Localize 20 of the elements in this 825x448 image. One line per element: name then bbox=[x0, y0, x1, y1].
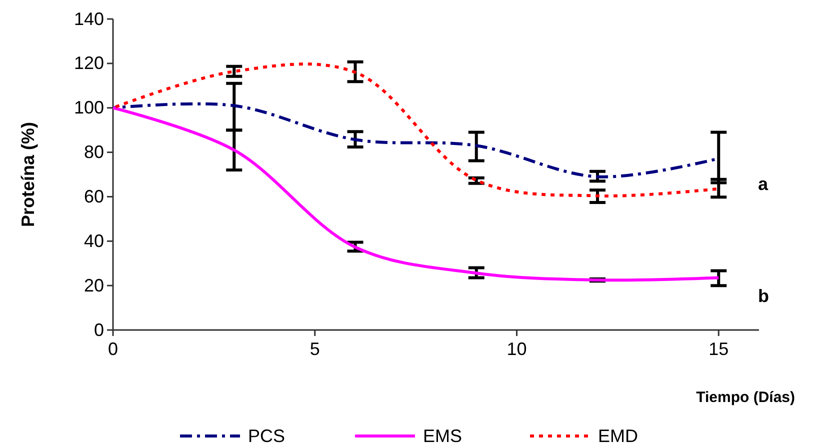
x-tick-label: 15 bbox=[708, 339, 729, 360]
x-tick-label: 0 bbox=[108, 339, 118, 360]
x-tick-label: 10 bbox=[506, 339, 527, 360]
legend-label: EMD bbox=[598, 426, 638, 446]
y-tick-label: 100 bbox=[74, 98, 104, 118]
line-series bbox=[112, 106, 720, 282]
annotation: b bbox=[758, 286, 769, 306]
x-axis-title: Tiempo (Días) bbox=[696, 389, 796, 406]
y-tick-label: 0 bbox=[94, 320, 104, 340]
annotation: a bbox=[758, 174, 769, 194]
y-axis-title: Proteína (%) bbox=[18, 122, 38, 228]
y-tick-label: 80 bbox=[84, 142, 104, 162]
legend-label: PCS bbox=[248, 426, 286, 446]
x-tick-label: 5 bbox=[310, 339, 320, 360]
legend-label: EMS bbox=[423, 426, 462, 446]
y-tick-label: 20 bbox=[84, 275, 104, 296]
y-tick-label: 140 bbox=[74, 8, 104, 29]
y-tick-label: 40 bbox=[84, 230, 104, 251]
y-tick-label: 120 bbox=[74, 53, 104, 74]
y-tick-label: 60 bbox=[84, 186, 104, 206]
